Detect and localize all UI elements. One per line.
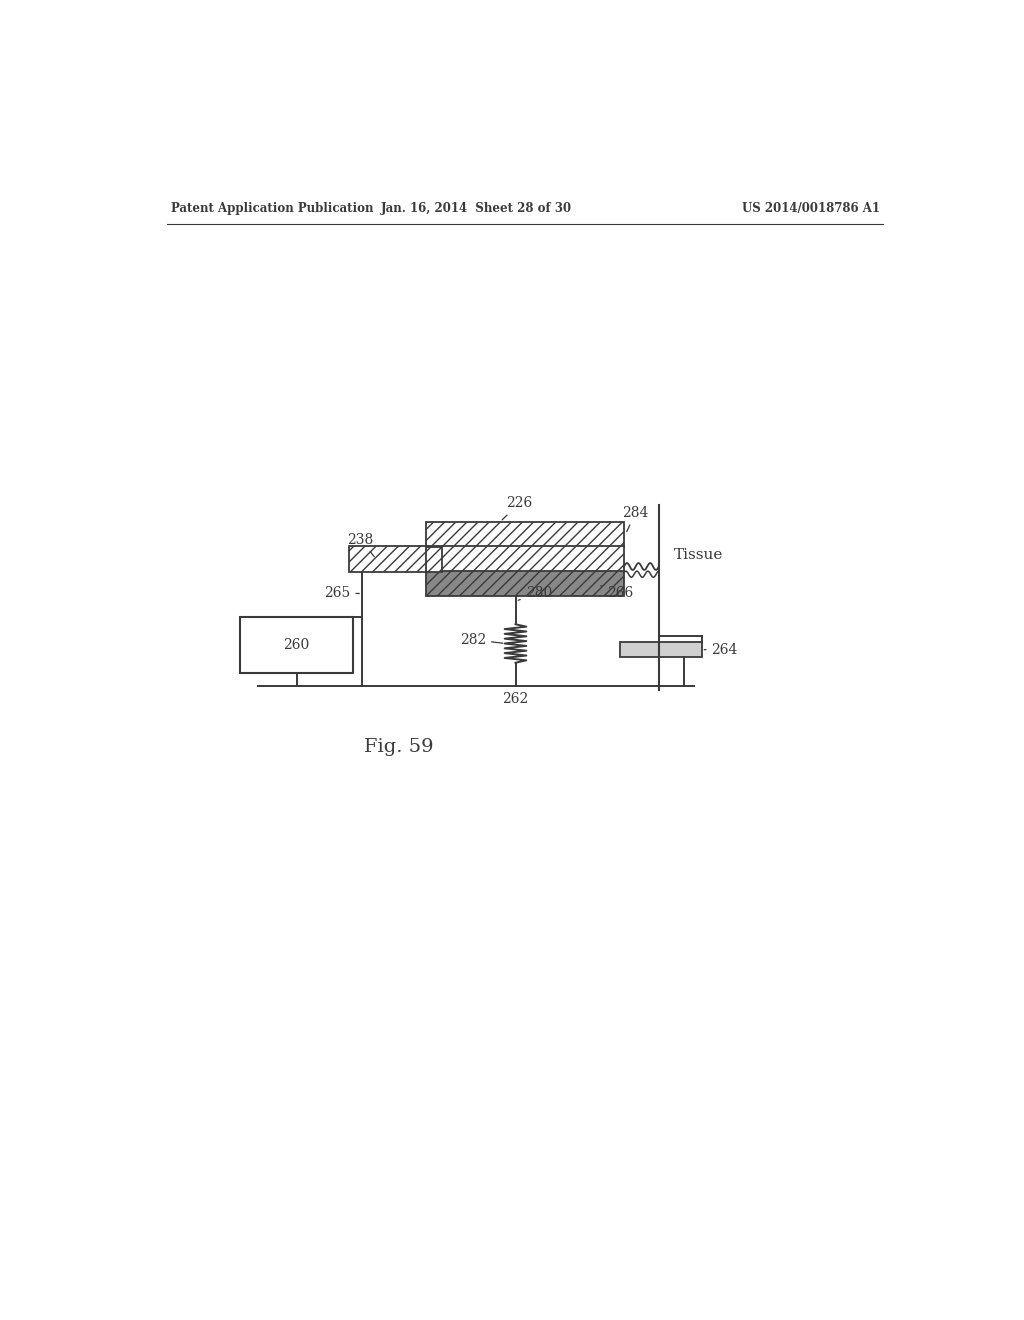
Bar (426, 548, 442, 572)
Text: 226: 226 (502, 496, 532, 520)
Text: 265: 265 (325, 586, 359, 601)
Text: 266: 266 (601, 586, 633, 601)
Text: US 2014/0018786 A1: US 2014/0018786 A1 (741, 202, 880, 215)
Text: 260: 260 (284, 638, 309, 652)
Text: Jan. 16, 2014  Sheet 28 of 30: Jan. 16, 2014 Sheet 28 of 30 (381, 202, 572, 215)
Text: 280: 280 (518, 586, 552, 601)
Text: 262: 262 (503, 692, 528, 706)
Bar (426, 521, 624, 548)
Text: 238: 238 (347, 532, 374, 557)
Text: Patent Application Publication: Patent Application Publication (171, 202, 373, 215)
Text: Tissue: Tissue (675, 548, 724, 562)
Text: 284: 284 (623, 506, 649, 532)
Text: 264: 264 (705, 643, 738, 656)
Bar (349, 545, 624, 572)
Text: Fig. 59: Fig. 59 (365, 738, 434, 756)
Text: 282: 282 (460, 632, 503, 647)
Bar (426, 572, 624, 595)
Bar (241, 618, 352, 673)
Bar (621, 642, 701, 657)
